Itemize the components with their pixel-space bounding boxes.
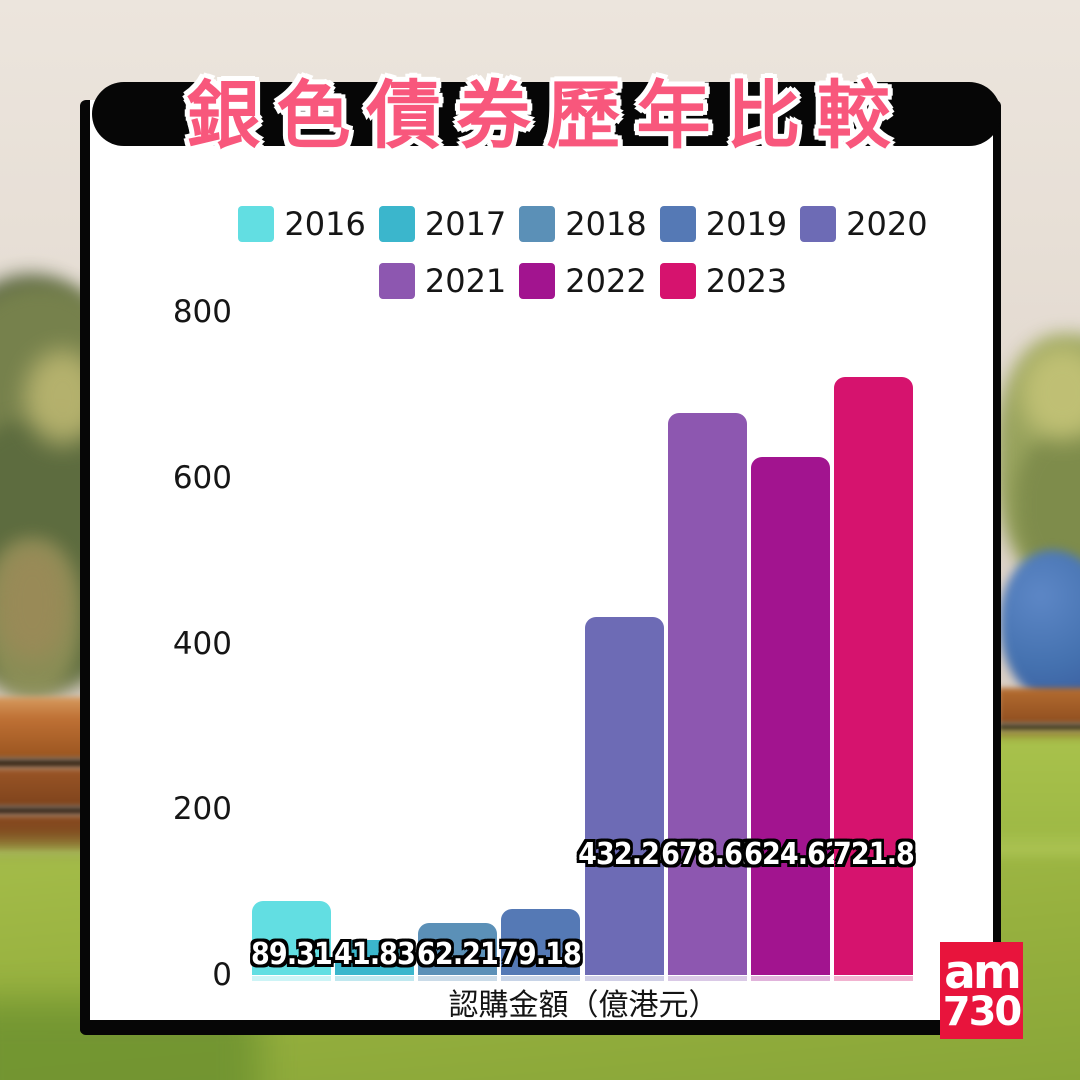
bench-gap-right — [998, 724, 1080, 732]
title-banner — [92, 82, 1001, 146]
bench-slat-top-left — [0, 697, 90, 759]
bar-value-2018: 62.21 — [417, 937, 499, 972]
bar-2019 — [501, 909, 580, 975]
legend-swatch-2019 — [659, 206, 696, 242]
legend-swatch-2017 — [378, 206, 415, 242]
bar-value-2020: 432.24 — [578, 837, 678, 872]
bar-2022 — [751, 457, 830, 975]
y-tick-400: 400 — [172, 625, 232, 662]
legend-label-2020: 2020 — [846, 205, 928, 243]
legend-item-2022: 2022 — [519, 262, 647, 300]
legend: 2016 2017 2018 2019 2020 2021 2022 2023 — [150, 206, 1016, 320]
bench-slat-right — [998, 688, 1080, 724]
legend-label-2018: 2018 — [565, 205, 647, 243]
bench-gap-left — [0, 759, 90, 768]
bar-2023 — [834, 377, 913, 975]
legend-row-2: 2021 2022 2023 — [150, 263, 1016, 299]
legend-item-2020: 2020 — [800, 205, 928, 243]
bar-2016 — [252, 901, 331, 975]
bench-slat-mid-left — [0, 768, 90, 807]
legend-item-2017: 2017 — [378, 205, 507, 243]
x-axis-label: 認購金額（億港元） — [448, 988, 719, 1023]
bar-base-strip-2019 — [501, 976, 580, 981]
bar-value-2019: 79.18 — [500, 937, 582, 972]
legend-label-2017: 2017 — [424, 205, 507, 243]
am730-logo-730: 730 — [942, 988, 1022, 1035]
y-tick-600: 600 — [172, 459, 232, 496]
bar-2018 — [418, 923, 497, 975]
legend-item-2021: 2021 — [378, 262, 507, 300]
legend-item-2018: 2018 — [519, 205, 647, 243]
legend-swatch-2021 — [378, 263, 415, 299]
bar-base-strip-2020 — [585, 976, 664, 981]
legend-item-2016: 2016 — [238, 205, 366, 243]
bar-base-strip-2022 — [751, 976, 830, 981]
am730-logo: am 730 — [940, 942, 1023, 1039]
bar-base-strip-2017 — [335, 976, 414, 981]
legend-swatch-2023 — [659, 263, 696, 299]
legend-swatch-2022 — [519, 263, 556, 299]
legend-swatch-2016 — [238, 206, 275, 242]
am730-logo-am: am — [944, 944, 1022, 1000]
bar-base-strip-2023 — [834, 976, 913, 981]
chart-title: 銀色債券歷年比較 — [186, 73, 907, 159]
bar-2021 — [668, 413, 747, 975]
bar-value-2021: 678.63 — [661, 837, 761, 872]
bar-base-strip-2021 — [668, 976, 747, 981]
legend-swatch-2020 — [800, 206, 837, 242]
legend-row-1: 2016 2017 2018 2019 2020 — [150, 206, 1016, 242]
y-tick-800: 800 — [172, 294, 232, 330]
y-tick-0: 0 — [212, 957, 232, 993]
bar-value-2017: 41.83 — [334, 937, 416, 972]
legend-label-2019: 2019 — [705, 205, 788, 243]
bar-value-2016: 89.31 — [251, 937, 333, 972]
legend-item-2019: 2019 — [659, 205, 788, 243]
bar-base-strip-2018 — [418, 976, 497, 981]
legend-label-2023: 2023 — [705, 262, 788, 300]
bench-gap2-left — [0, 807, 90, 815]
legend-label-2022: 2022 — [565, 262, 647, 300]
tree-right-yellow-patch — [1020, 345, 1080, 440]
legend-swatch-2018 — [519, 206, 556, 242]
legend-label-2021: 2021 — [424, 262, 507, 300]
bar-value-2023: 721.8 — [833, 837, 915, 872]
bar-value-2022: 624.62 — [744, 837, 844, 872]
bar-base-strip-2016 — [252, 976, 331, 981]
legend-label-2016: 2016 — [284, 205, 366, 243]
tree-left-brown-patch — [0, 545, 70, 660]
legend-item-2023: 2023 — [659, 262, 788, 300]
bar-2020 — [585, 617, 664, 975]
bar-2017 — [335, 940, 414, 975]
y-tick-200: 200 — [172, 791, 232, 828]
